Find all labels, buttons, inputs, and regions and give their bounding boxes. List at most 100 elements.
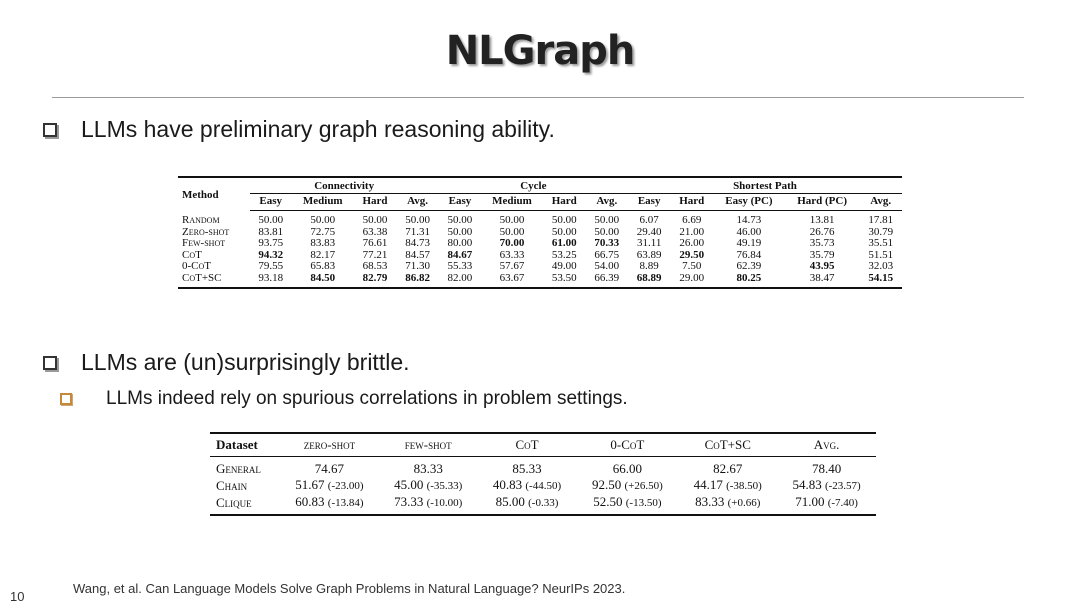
value-cell: 82.00 <box>438 272 482 289</box>
value-cell: 63.33 <box>499 248 525 261</box>
value-cell: 49.19 <box>736 237 762 249</box>
value-cell: 84.73 <box>405 237 430 249</box>
table-row: Clique 60.83 (-13.84) 73.33 (-10.00) 85.00 … <box>210 494 876 516</box>
value-cell: 68.53 <box>362 260 388 272</box>
value-cell: 62.39 <box>736 260 762 272</box>
score-value: 71.00 <box>795 494 825 509</box>
value-cell: 63.38 <box>362 225 388 238</box>
title-divider <box>52 97 1024 98</box>
page-number: 10 <box>10 589 25 604</box>
value-cell: 50.00 <box>499 225 525 238</box>
value-cell: 46.00 <box>736 225 762 238</box>
table-row: Random 50.00 50.00 50.00 50.00 50.00 50.00 50.0… <box>178 211 902 227</box>
score-delta: (-10.00) <box>426 497 463 509</box>
value-cell: 53.25 <box>551 248 577 261</box>
citation: Wang, et al. Can Language Models Solve G… <box>73 581 626 596</box>
score-value: 74.67 <box>314 461 345 476</box>
method-cell: CoT <box>182 248 202 261</box>
bullet-text: LLMs indeed rely on spurious correlation… <box>106 388 628 409</box>
value-cell: 73.33 (-10.00) <box>378 494 478 516</box>
score-delta: (-0.33) <box>528 497 559 509</box>
value-cell: 94.32 <box>258 248 284 261</box>
score-delta: (-23.00) <box>327 480 364 492</box>
value-cell: 21.00 <box>679 225 705 238</box>
square-bullet-icon <box>43 355 57 370</box>
score-delta: (-13.50) <box>625 497 662 509</box>
score-delta: (-44.50) <box>525 480 562 492</box>
spurious-table-body: General 74.67 83.33 85.33 66.00 82.67 78.40 Cha… <box>210 457 876 516</box>
value-cell: 78.40 <box>777 457 876 478</box>
value-cell: 84.67 <box>447 248 473 261</box>
value-cell: 13.81 <box>809 214 835 226</box>
value-cell: 86.82 <box>396 272 439 289</box>
subheader-cell: Easy <box>438 193 482 211</box>
value-cell: 50.00 <box>447 214 473 226</box>
subheader-cell: Hard <box>542 193 586 211</box>
value-cell: 54.83 (-23.57) <box>777 477 876 494</box>
table-row: Few-shot 93.75 83.83 76.61 84.73 80.00 70.00 61… <box>178 237 902 250</box>
value-cell: 32.03 <box>868 260 894 272</box>
value-cell: 35.79 <box>809 248 835 261</box>
subheader-cell: Hard (PC) <box>784 193 860 211</box>
score-value: 52.50 <box>593 494 623 509</box>
header-cell: 0-CoT <box>576 432 679 457</box>
table-row: General 74.67 83.33 85.33 66.00 82.67 78.40 <box>210 457 876 478</box>
table-row: CoT+SC 93.18 84.50 82.79 86.82 82.00 63.67 53.5… <box>178 272 902 289</box>
group-header-connectivity: Connectivity <box>249 176 439 194</box>
subheader-cell: Medium <box>481 193 543 211</box>
group-header-cycle: Cycle <box>438 176 628 194</box>
value-cell: 17.81 <box>868 214 894 226</box>
score-delta: (-23.57) <box>824 480 861 492</box>
value-cell: 63.67 <box>481 272 543 289</box>
value-cell: 50.00 <box>594 214 620 226</box>
value-cell: 77.21 <box>362 248 388 261</box>
value-cell: 61.00 <box>551 237 577 249</box>
value-cell: 8.89 <box>639 260 659 272</box>
value-cell: 70.33 <box>594 237 620 249</box>
value-cell: 40.83 (-44.50) <box>478 477 577 494</box>
value-cell: 57.67 <box>499 260 525 272</box>
method-header: Method <box>178 176 250 211</box>
dataset-cell: Chain <box>216 477 248 493</box>
value-cell: 29.50 <box>679 248 705 261</box>
score-value: 45.00 <box>394 477 424 492</box>
subheader-cell: Medium <box>291 193 354 211</box>
value-cell: 83.81 <box>258 225 284 238</box>
header-cell: CoT+SC <box>678 432 778 457</box>
value-cell: 50.00 <box>362 214 388 226</box>
value-cell: 6.07 <box>639 214 659 226</box>
score-value: 85.00 <box>495 494 525 509</box>
value-cell: 50.00 <box>551 214 577 226</box>
value-cell: 50.00 <box>405 214 430 226</box>
value-cell: 85.00 (-0.33) <box>477 494 577 516</box>
value-cell: 83.83 <box>310 237 336 249</box>
score-value: 82.67 <box>713 461 743 476</box>
table-row: Chain 51.67 (-23.00) 45.00 (-35.33) 40.83 (… <box>210 477 876 494</box>
value-cell: 50.00 <box>310 214 336 226</box>
bullet-brittle: LLMs are (un)surprisingly brittle. <box>43 349 410 376</box>
value-cell: 83.33 <box>379 457 478 478</box>
score-value: 66.00 <box>612 461 642 476</box>
value-cell: 63.89 <box>636 248 662 261</box>
score-delta: (-38.50) <box>726 480 762 492</box>
value-cell: 38.47 <box>784 272 860 289</box>
square-bullet-icon <box>60 393 72 405</box>
value-cell: 52.50 (-13.50) <box>576 494 679 516</box>
value-cell: 79.55 <box>258 260 284 272</box>
score-delta: (-35.33) <box>426 480 463 492</box>
value-cell: 26.00 <box>679 237 705 249</box>
score-value: 40.83 <box>492 477 523 492</box>
score-value: 51.67 <box>295 477 325 492</box>
value-cell: 31.11 <box>636 237 662 249</box>
value-cell: 74.67 <box>280 457 379 478</box>
header-cell: Dataset <box>210 432 281 457</box>
score-value: 83.33 <box>695 494 725 509</box>
value-cell: 84.57 <box>405 248 430 261</box>
value-cell: 29.40 <box>636 225 662 238</box>
value-cell: 84.50 <box>291 272 354 289</box>
header-cell: few-shot <box>378 432 478 457</box>
value-cell: 53.50 <box>542 272 586 289</box>
value-cell: 6.69 <box>682 214 702 226</box>
method-cell: 0-CoT <box>182 260 211 272</box>
value-cell: 80.25 <box>713 272 785 289</box>
